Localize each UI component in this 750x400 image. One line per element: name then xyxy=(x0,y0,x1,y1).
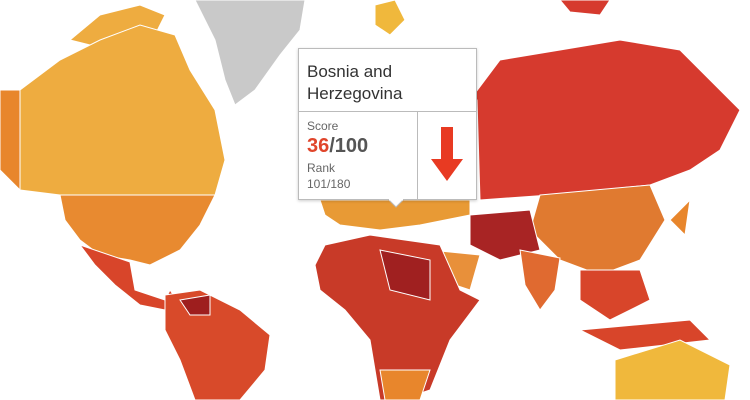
score-label: Score xyxy=(307,119,339,133)
region xyxy=(469,209,541,261)
region xyxy=(179,294,211,316)
region xyxy=(59,194,216,266)
country-name: Bosnia and Herzegovina xyxy=(307,62,403,103)
divider xyxy=(417,111,418,199)
region xyxy=(559,0,611,16)
region xyxy=(0,89,21,192)
rank: 101/180 xyxy=(307,177,351,191)
region xyxy=(164,289,271,400)
rank-label: Rank xyxy=(307,161,336,175)
score-max: /100 xyxy=(329,135,369,157)
region xyxy=(579,269,651,321)
down-arrow xyxy=(431,127,463,181)
divider xyxy=(299,111,476,112)
region xyxy=(519,249,561,311)
tooltip-pointer xyxy=(388,199,404,208)
region xyxy=(374,0,406,36)
region xyxy=(319,199,471,231)
region xyxy=(469,39,741,201)
region xyxy=(194,0,306,106)
region xyxy=(19,24,226,206)
region xyxy=(379,369,431,400)
region xyxy=(379,249,431,301)
region xyxy=(669,198,691,237)
score-value: 36 xyxy=(307,135,330,157)
score: 36/100 xyxy=(307,135,368,158)
tooltip: Bosnia and Herzegovina Score 36/100 Rank… xyxy=(298,48,477,200)
region xyxy=(614,339,731,400)
